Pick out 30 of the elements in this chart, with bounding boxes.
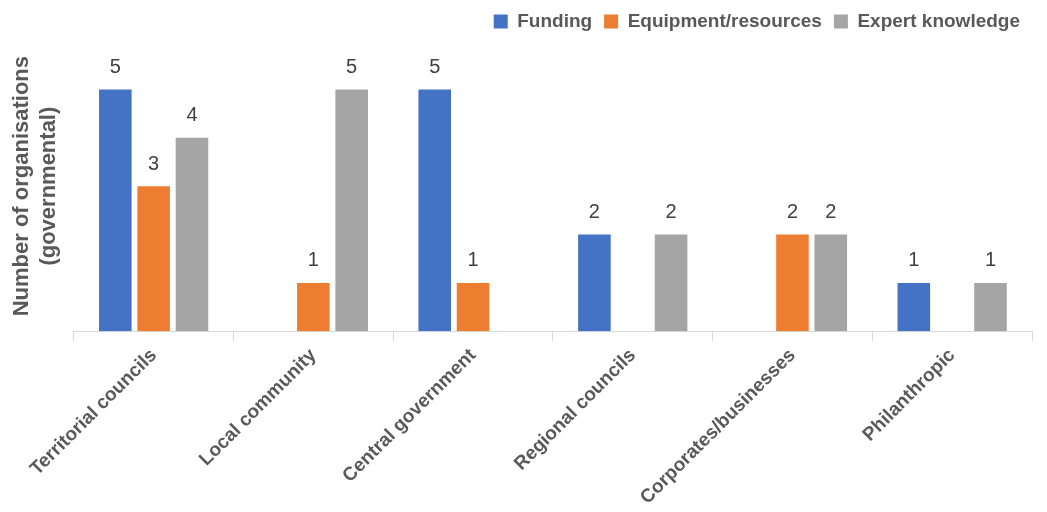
data-label: 3: [148, 151, 160, 174]
bar: [335, 89, 368, 332]
data-label: 5: [109, 54, 121, 77]
data-label: 5: [429, 54, 441, 77]
bar: [814, 234, 848, 332]
bar: [137, 186, 170, 332]
y-axis-title: Number of organisations (governmental): [8, 55, 60, 317]
bar: [99, 89, 132, 332]
bar: [974, 282, 1007, 332]
bar: [654, 234, 688, 332]
data-label: 1: [984, 248, 997, 271]
data-label: 4: [186, 103, 198, 126]
bar: [776, 234, 809, 332]
legend-label: Equipment/resources: [627, 9, 822, 31]
legend-label: Funding: [517, 9, 593, 31]
bar: [418, 89, 452, 332]
data-label: 2: [588, 200, 600, 223]
data-label: 2: [786, 200, 799, 223]
data-label: 1: [908, 248, 920, 271]
data-label: 1: [467, 248, 479, 271]
bar: [175, 137, 209, 332]
legend-label: Expert knowledge: [857, 9, 1021, 31]
bar: [897, 282, 931, 332]
data-label: 2: [825, 200, 837, 223]
data-label: 2: [665, 200, 677, 223]
data-label: 1: [307, 248, 319, 271]
data-label: 5: [346, 54, 358, 77]
bar: [297, 282, 330, 332]
bar: [578, 234, 611, 332]
bar: [456, 282, 490, 332]
